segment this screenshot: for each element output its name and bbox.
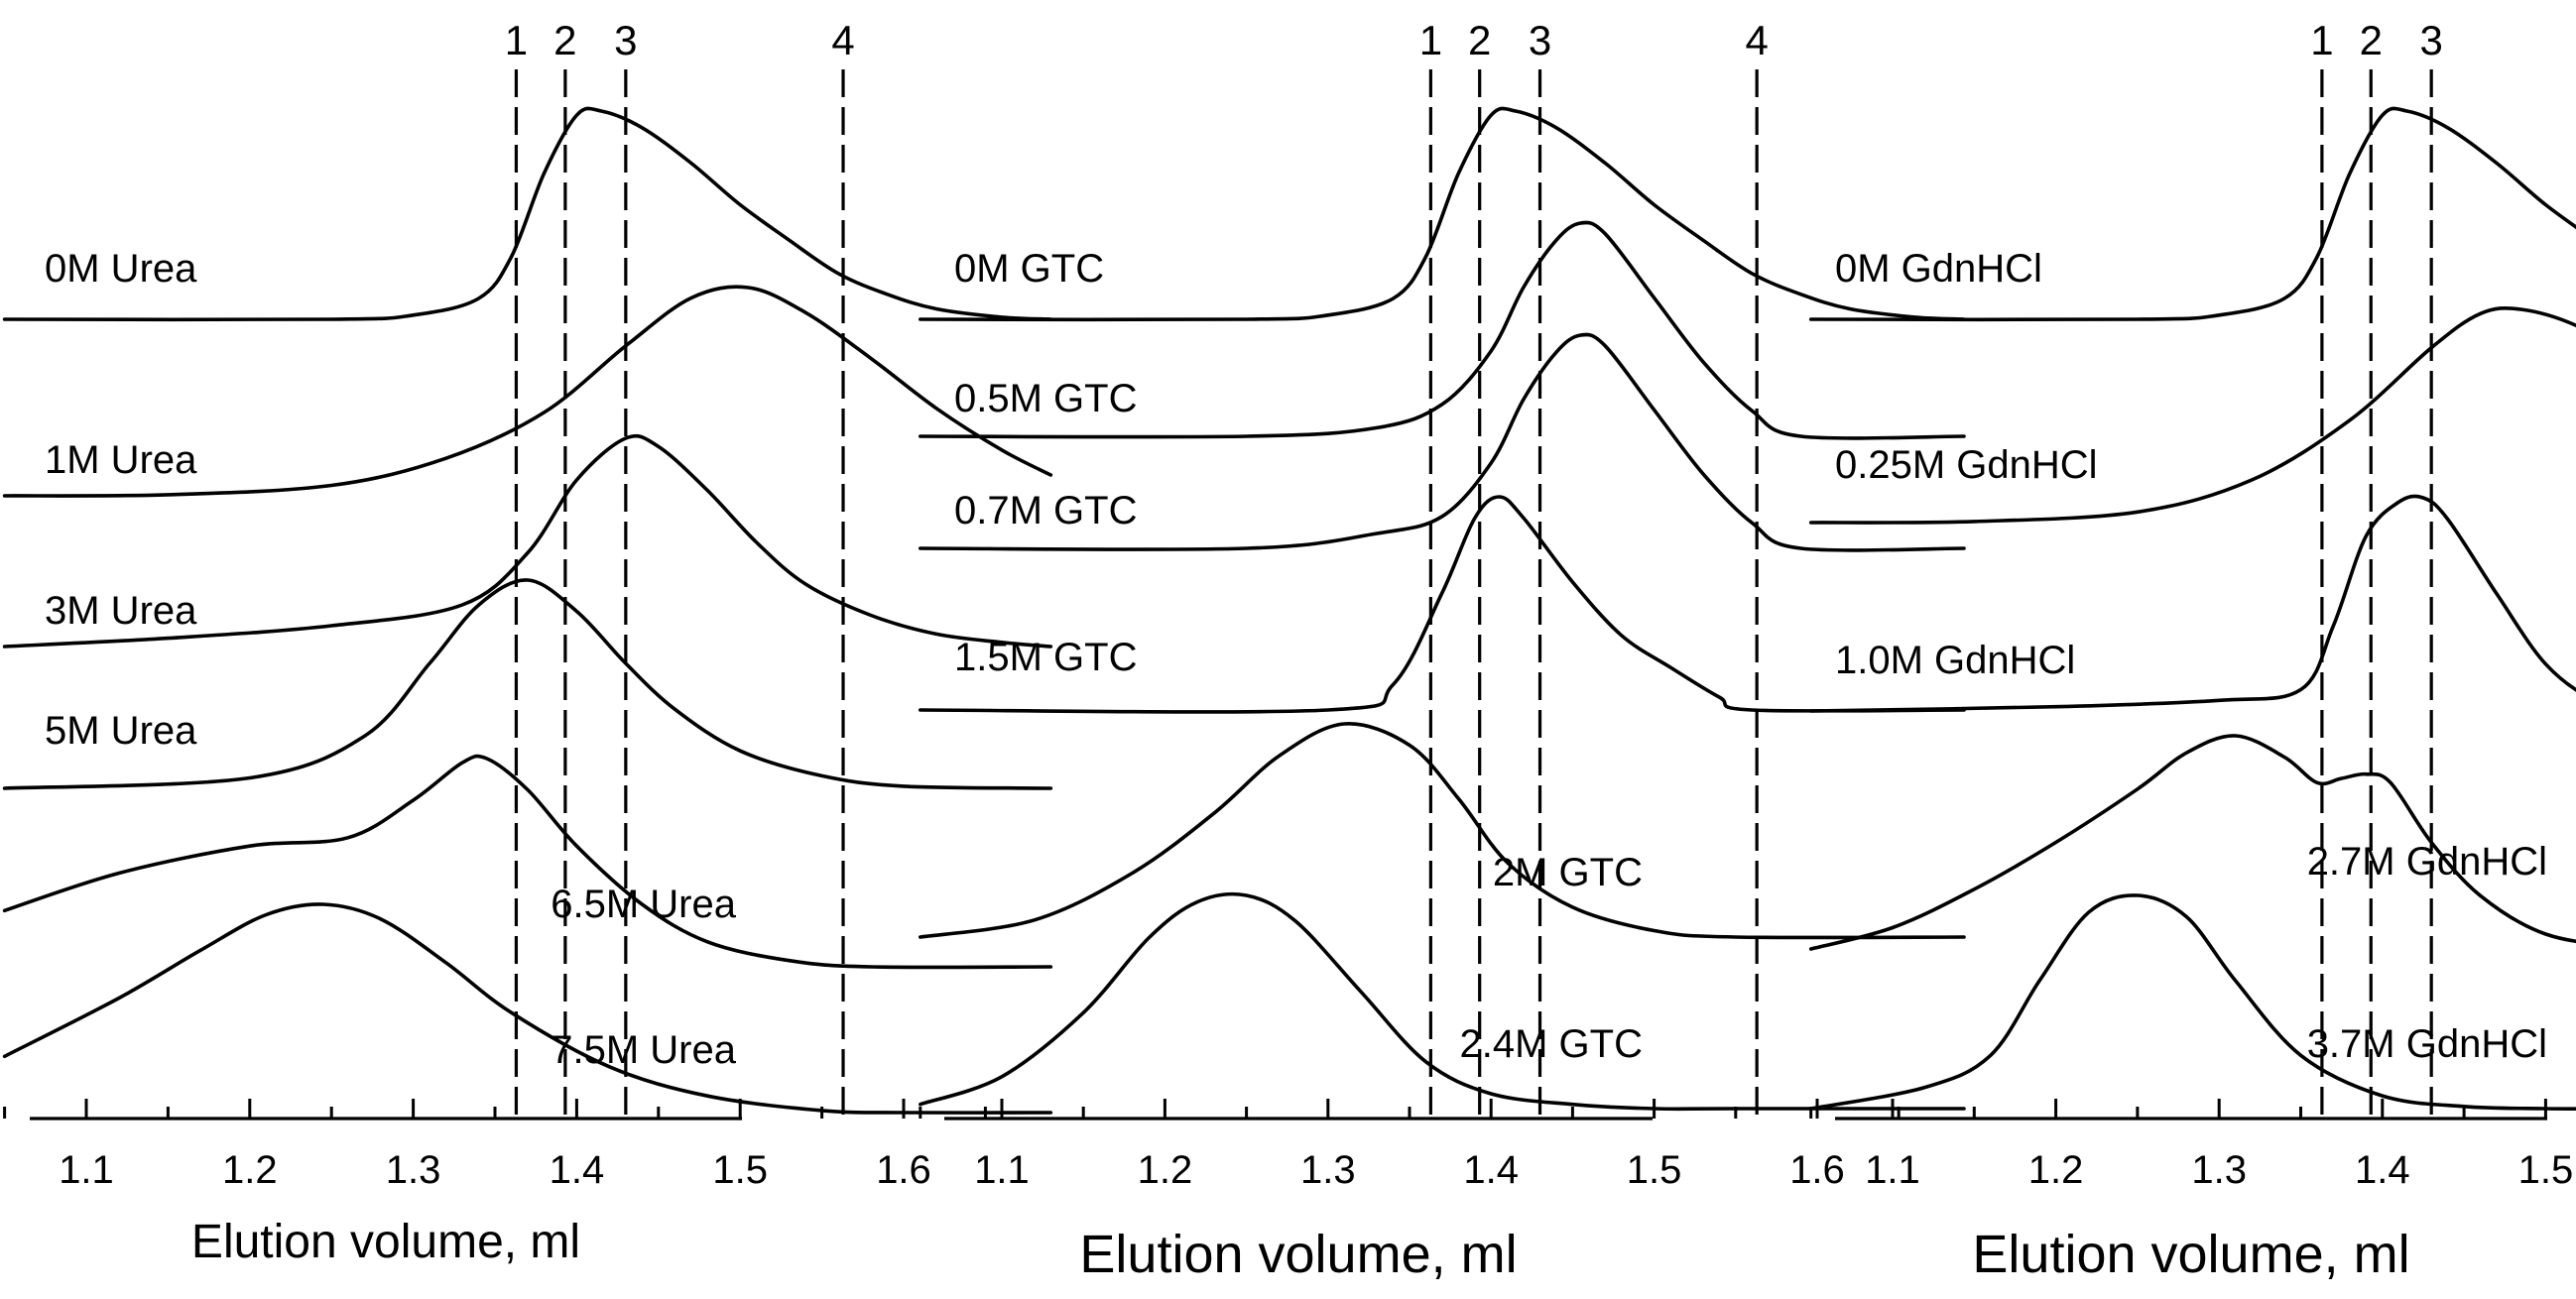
panel-GTC: 1.1 1.2 1.3 1.4 1.5 1.6 Elution volume, ml 1 2 3 4… [919, 17, 1966, 1284]
x-tick-label: 1.2 [2028, 1148, 2084, 1192]
series-label: 7.5M Urea [551, 1028, 736, 1072]
series-label: 1.5M GTC [954, 636, 1137, 679]
trace-0m-urea [2, 106, 1053, 322]
x-tick-label: 1.2 [1138, 1148, 1193, 1192]
trace-0m-gtc [919, 106, 1966, 322]
x-tick-label: 1.4 [2355, 1148, 2410, 1192]
x-tick-label: 1.5 [2518, 1148, 2574, 1192]
series-label: 2.7M GdnHCl [2307, 840, 2547, 884]
series-label: 1M Urea [45, 438, 197, 482]
panel-urea: 1.1 1.2 1.3 1.4 1.5 1.6 Elution volume, ml 1 2 3 4… [2, 17, 1053, 1268]
x-tick-label: 1.2 [222, 1148, 278, 1192]
marker-label-4: 4 [831, 17, 854, 63]
trace-3.7m-gdnhcl [1808, 893, 2576, 1111]
trace-0.5m-gtc [919, 220, 1966, 440]
x-tick-label: 1.3 [1300, 1148, 1356, 1192]
series-label: 3M Urea [45, 589, 197, 633]
series-label: 0M GTC [954, 247, 1104, 291]
marker-label-2: 2 [553, 17, 576, 63]
marker-label-1: 1 [505, 17, 528, 63]
x-tick-label: 1.6 [876, 1148, 931, 1192]
trace-5m-urea [2, 578, 1053, 790]
series-label: 2.4M GTC [1460, 1022, 1643, 1066]
series-label: 3.7M GdnHCl [2307, 1022, 2547, 1066]
trace-7.5m-urea [2, 902, 1053, 1115]
series-label: 0M Urea [45, 247, 197, 291]
x-tick-label: 1.4 [550, 1148, 605, 1192]
x-tick-label: 1.3 [386, 1148, 441, 1192]
marker-label-3: 3 [2420, 17, 2443, 63]
x-tick-label: 1.1 [1865, 1148, 1920, 1192]
series-label: 6.5M Urea [551, 883, 736, 926]
x-tick-label: 1.1 [974, 1148, 1030, 1192]
trace-2m-gtc [919, 722, 1966, 940]
x-axis-label: Elution volume, ml [1079, 1225, 1517, 1284]
marker-label-1: 1 [2310, 17, 2333, 63]
x-tick-label: 1.3 [2191, 1148, 2247, 1192]
trace-0m-gdnhcl [1808, 106, 2576, 322]
x-tick-label: 1.5 [1627, 1148, 1682, 1192]
series-label: 0.25M GdnHCl [1835, 443, 2098, 487]
trace-3m-urea [2, 433, 1053, 649]
series-label: 1.0M GdnHCl [1835, 639, 2075, 682]
trace-2.4m-gtc [919, 891, 1966, 1112]
x-axis-label: Elution volume, ml [191, 1216, 580, 1268]
marker-label-2: 2 [1468, 17, 1491, 63]
series-label: 5M Urea [45, 709, 197, 753]
x-tick-label: 1.4 [1463, 1148, 1519, 1192]
series-label: 0.5M GTC [954, 377, 1137, 420]
series-label: 0M GdnHCl [1835, 247, 2042, 291]
series-label: 0.7M GTC [954, 489, 1137, 532]
series-label: 2M GTC [1493, 851, 1643, 894]
x-tick-label: 1.6 [1789, 1148, 1845, 1192]
trace-6.5m-urea [2, 754, 1053, 970]
trace-1.5m-gtc [919, 495, 1966, 714]
trace-0.7m-gtc [919, 332, 1966, 552]
trace-1m-urea [2, 285, 1053, 498]
marker-label-2: 2 [2360, 17, 2383, 63]
trace-1.0m-gdnhcl [1808, 494, 2576, 713]
x-tick-label: 1.1 [59, 1148, 114, 1192]
marker-label-3: 3 [614, 17, 637, 63]
marker-label-1: 1 [1419, 17, 1442, 63]
x-axis-label: Elution volume, ml [1972, 1225, 2409, 1284]
marker-label-4: 4 [1745, 17, 1768, 63]
trace-2.7m-gdnhcl [1808, 734, 2576, 951]
x-tick-label: 1.5 [712, 1148, 768, 1192]
trace-0.25m-gdnhcl [1808, 305, 2576, 525]
marker-label-3: 3 [1529, 17, 1551, 63]
